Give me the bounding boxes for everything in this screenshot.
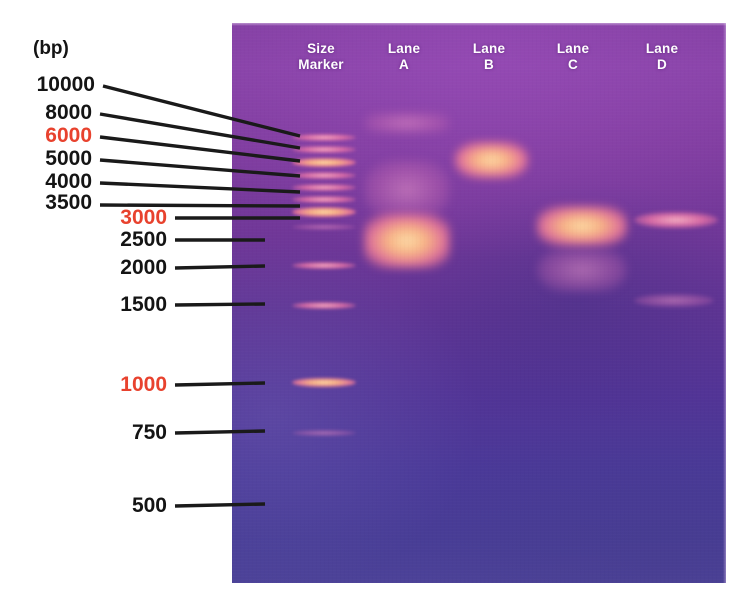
bp-unit-label: (bp) xyxy=(33,38,69,59)
lane-header-line2: D xyxy=(657,57,667,72)
lane-header-line1: Lane xyxy=(472,41,506,56)
lane-header-line1: Lane xyxy=(387,41,421,56)
ladder-band-3500 xyxy=(292,196,356,203)
sample-band-lane-b-3 xyxy=(455,142,528,178)
size-label-5000: 5000 xyxy=(45,147,92,170)
ladder-band-4000 xyxy=(292,184,356,191)
ladder-band-10000 xyxy=(292,134,356,141)
size-label-750: 750 xyxy=(131,421,167,444)
ladder-band-750 xyxy=(292,430,356,436)
ladder-band-5000 xyxy=(292,172,356,179)
lane-header-lane-a: Lane A xyxy=(359,41,449,73)
lane-header-line1: Size xyxy=(307,41,335,56)
size-label-2500: 2500 xyxy=(120,228,167,251)
gel-top-edge xyxy=(232,23,726,26)
size-label-1000: 1000 xyxy=(120,373,167,396)
sample-band-lane-a-2 xyxy=(364,214,450,268)
size-label-3000: 3000 xyxy=(120,206,167,229)
size-label-1500: 1500 xyxy=(120,293,167,316)
ladder-band-3000 xyxy=(292,207,356,217)
ladder-band-8000 xyxy=(292,146,356,153)
gel-image: Size Marker Lane A Lane B Lane C Lane D xyxy=(232,23,726,583)
lane-header-line2: B xyxy=(484,57,494,72)
sample-band-lane-d-7 xyxy=(634,294,714,307)
size-label-4000: 4000 xyxy=(45,170,92,193)
lane-header-line1: Lane xyxy=(556,41,590,56)
sample-band-lane-c-5 xyxy=(537,248,627,292)
sample-band-lane-a-1 xyxy=(364,160,450,220)
size-label-8000: 8000 xyxy=(45,101,92,124)
size-label-500: 500 xyxy=(131,494,167,517)
ladder-band-2000 xyxy=(292,262,356,269)
size-label-6000: 6000 xyxy=(45,124,92,147)
size-label-3500: 3500 xyxy=(45,191,92,214)
lane-header-size-marker: Size Marker xyxy=(276,41,366,73)
size-label-2000: 2000 xyxy=(120,256,167,279)
ladder-band-1000 xyxy=(292,378,356,387)
lane-header-line2: A xyxy=(399,57,409,72)
ladder-band-1500 xyxy=(292,302,356,309)
lane-header-line1: Lane xyxy=(645,41,679,56)
lane-header-line2: Marker xyxy=(298,57,344,72)
sample-band-lane-c-4 xyxy=(537,206,627,246)
sample-band-lane-d-6 xyxy=(634,212,718,228)
ladder-band-2500 xyxy=(292,224,356,230)
size-label-10000: 10000 xyxy=(36,73,95,96)
lane-header-lane-c: Lane C xyxy=(528,41,618,73)
lane-header-lane-d: Lane D xyxy=(617,41,707,73)
gel-right-edge xyxy=(723,23,726,583)
ladder-band-6000 xyxy=(292,158,356,167)
lane-header-line2: C xyxy=(568,57,578,72)
sample-band-lane-a-0 xyxy=(364,112,450,134)
lane-header-lane-b: Lane B xyxy=(444,41,534,73)
